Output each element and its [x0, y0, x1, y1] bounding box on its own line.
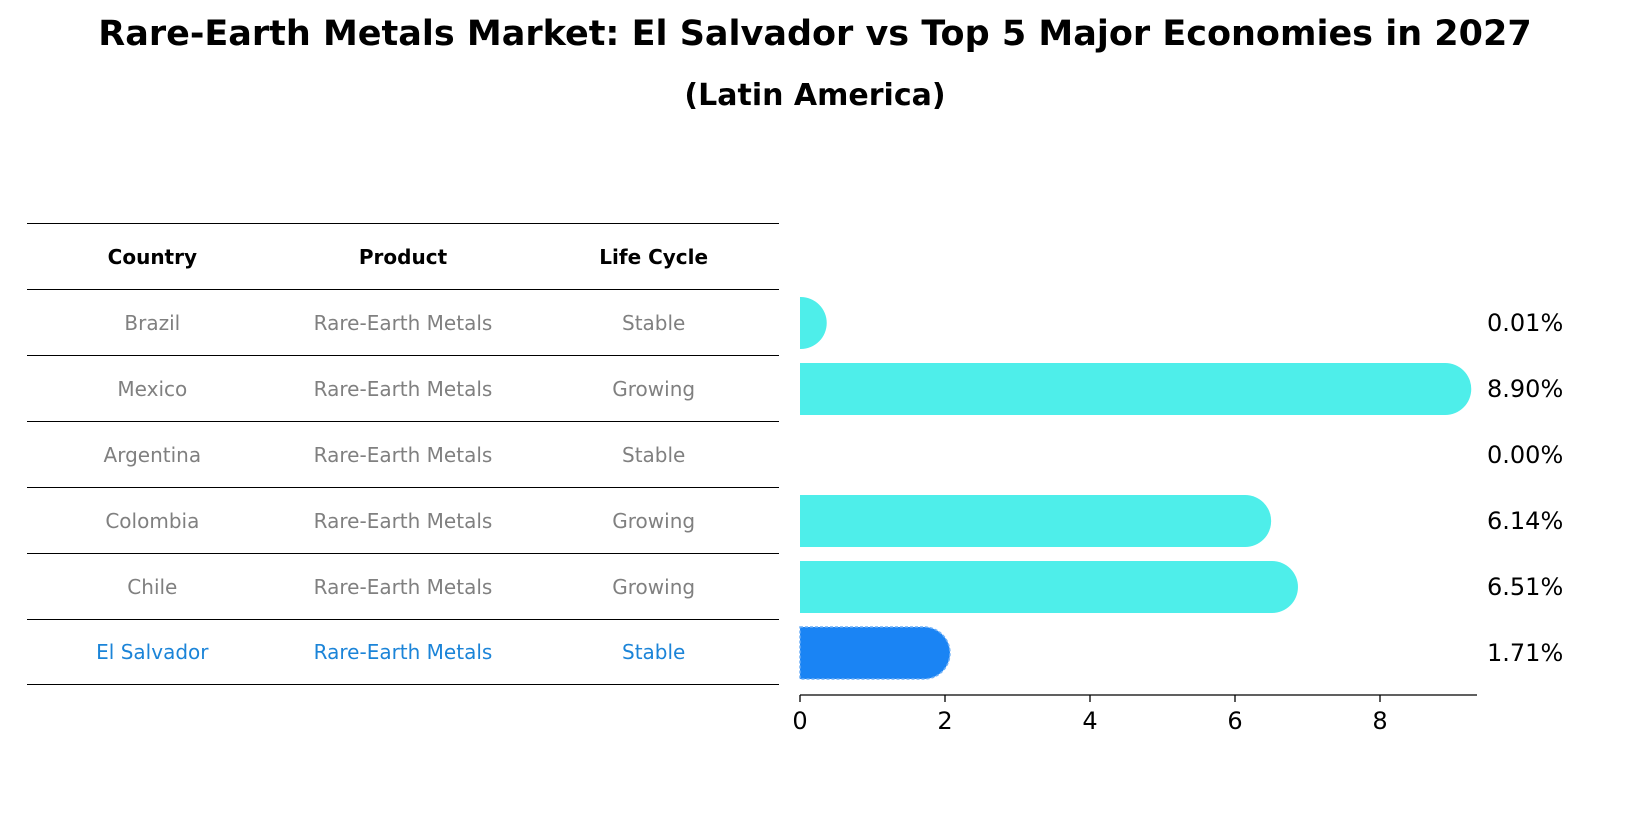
x-tick-label: 0 [792, 707, 807, 735]
table-row: Colombia Rare-Earth Metals Growing [27, 487, 779, 553]
country-cell: Chile [127, 574, 178, 599]
bar-brazil [800, 297, 827, 349]
product-cell: Rare-Earth Metals [313, 574, 493, 599]
x-tick-label: 2 [937, 707, 952, 735]
x-tick-label: 8 [1372, 707, 1387, 735]
value-label: 0.00% [1487, 441, 1563, 469]
bar-mexico [800, 363, 1472, 415]
life-cycle-cell: Growing [612, 508, 696, 533]
value-label: 8.90% [1487, 375, 1563, 403]
country-cell: El Salvador [96, 640, 209, 664]
value-label: 6.14% [1487, 507, 1563, 535]
life-cycle-cell: Stable [622, 442, 686, 467]
table-row: Chile Rare-Earth Metals Growing [27, 553, 779, 619]
value-label: 6.51% [1487, 573, 1563, 601]
life-cycle-cell: Growing [612, 574, 696, 599]
product-cell: Rare-Earth Metals [313, 310, 493, 335]
product-cell: Rare-Earth Metals [313, 376, 493, 401]
bar-el-salvador [799, 626, 951, 680]
country-cell: Mexico [117, 376, 188, 401]
value-label: 1.71% [1487, 639, 1563, 667]
table-row: Mexico Rare-Earth Metals Growing [27, 355, 779, 421]
bar-colombia [800, 495, 1272, 547]
header-life-cycle: Life Cycle [599, 244, 709, 269]
header-country: Country [107, 244, 198, 269]
x-tick-label: 6 [1227, 707, 1242, 735]
value-label: 0.01% [1487, 309, 1563, 337]
life-cycle-cell: Stable [622, 310, 686, 335]
product-cell: Rare-Earth Metals [313, 508, 493, 533]
chart-subtitle: (Latin America) [684, 78, 946, 113]
life-cycle-cell: Growing [612, 376, 696, 401]
header-product: Product [358, 244, 448, 269]
product-cell: Rare-Earth Metals [313, 640, 493, 664]
table-row: Brazil Rare-Earth Metals Stable [27, 289, 779, 355]
life-cycle-cell: Stable [622, 640, 686, 664]
table-row: Argentina Rare-Earth Metals Stable [27, 421, 779, 487]
country-cell: Brazil [124, 310, 181, 335]
country-cell: Argentina [103, 442, 202, 467]
table-row-highlighted: El Salvador Rare-Earth Metals Stable [27, 619, 779, 685]
chart-title: Rare-Earth Metals Market: El Salvador vs… [98, 14, 1532, 54]
product-cell: Rare-Earth Metals [313, 442, 493, 467]
country-cell: Colombia [105, 508, 200, 533]
data-table: Country Product Life Cycle Brazil Rare-E… [27, 223, 779, 685]
x-tick-label: 4 [1082, 707, 1097, 735]
table-header-row: Country Product Life Cycle [27, 223, 779, 289]
bar-chile [800, 561, 1298, 613]
